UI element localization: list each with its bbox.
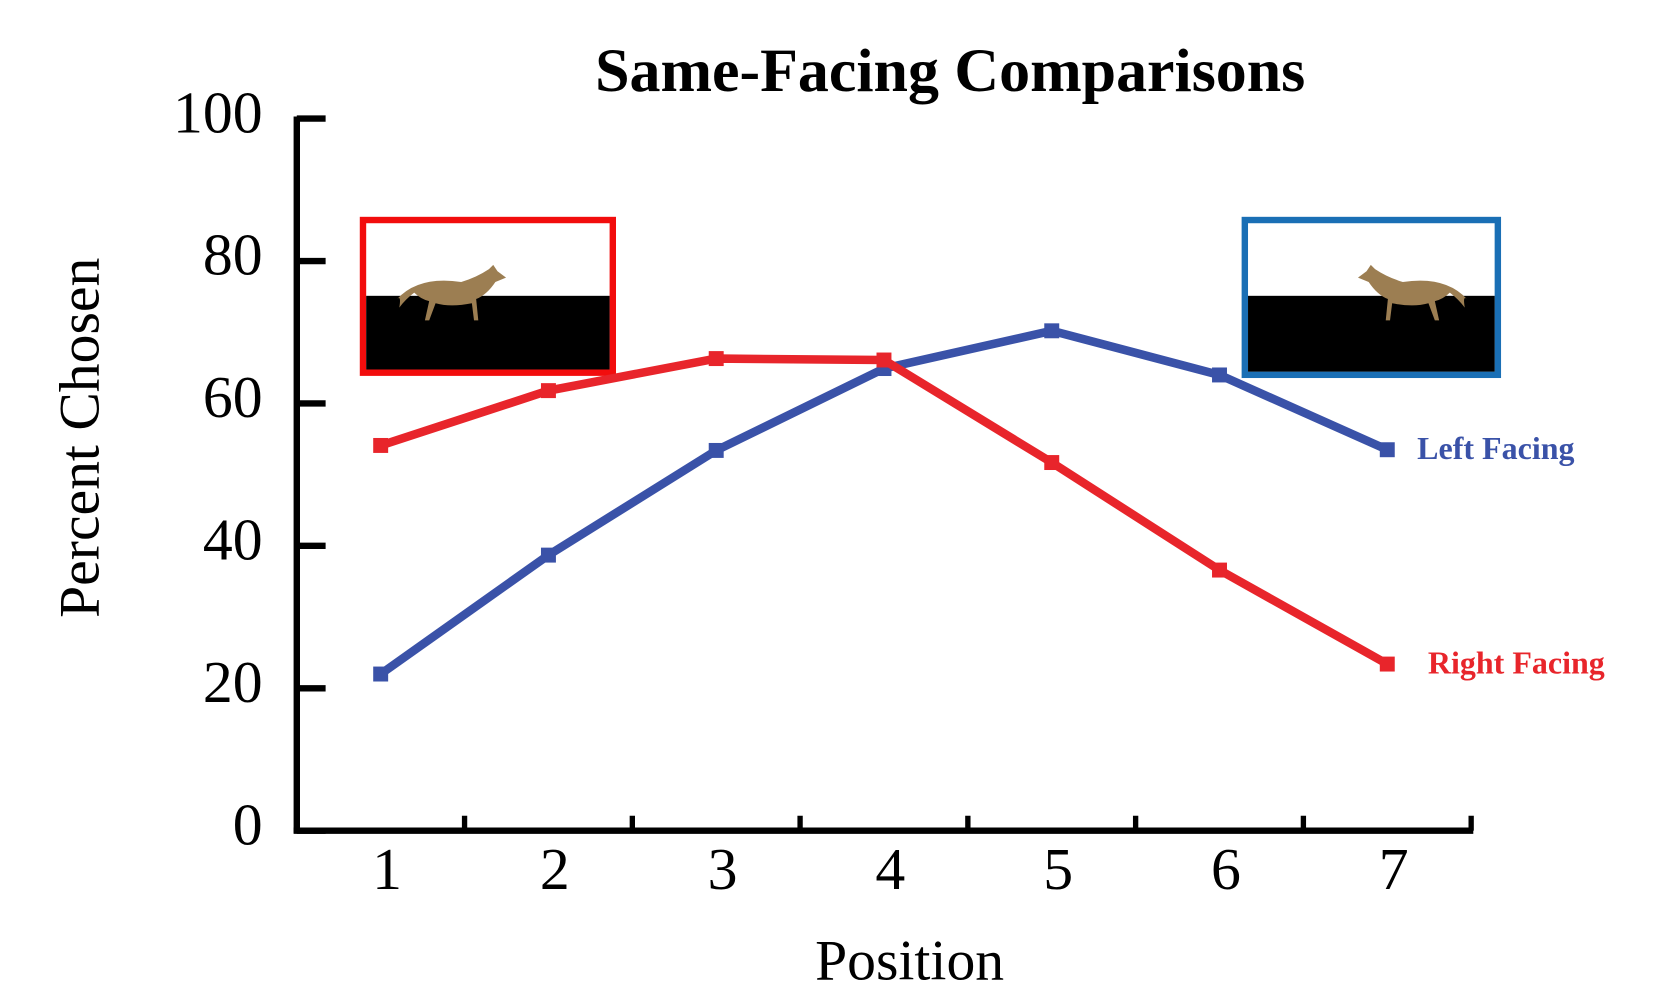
- point-marker: [1380, 442, 1395, 457]
- legend-label: Left Facing: [1417, 430, 1574, 466]
- x-tick-label: 6: [1211, 836, 1241, 902]
- point-marker: [1044, 455, 1059, 470]
- x-tick-label: 4: [875, 836, 905, 902]
- x-axis-title: Position: [815, 930, 1004, 992]
- x-tick-label: 1: [372, 836, 402, 902]
- point-marker: [1212, 563, 1227, 578]
- series-line: [381, 359, 1388, 664]
- point-marker: [541, 383, 556, 398]
- y-tick-label: 0: [233, 791, 263, 857]
- y-tick-label: 80: [203, 222, 263, 288]
- y-axis-title: Percent Chosen: [49, 258, 112, 618]
- image-left-facing: [1245, 220, 1498, 375]
- x-tick-label: 7: [1379, 836, 1409, 902]
- chart-title: Same-Facing Comparisons: [595, 37, 1305, 105]
- point-marker: [709, 351, 724, 366]
- y-tick-label: 100: [173, 79, 263, 145]
- point-marker: [373, 438, 388, 453]
- image-right-facing: [363, 220, 613, 373]
- y-tick-label: 40: [203, 507, 263, 573]
- point-marker: [709, 443, 724, 458]
- point-marker: [1212, 367, 1227, 382]
- point-marker: [877, 353, 892, 368]
- series-line: [381, 331, 1388, 674]
- x-tick-label: 3: [708, 836, 738, 902]
- x-tick-label: 5: [1043, 836, 1073, 902]
- y-tick-label: 20: [203, 649, 263, 715]
- point-marker: [541, 548, 556, 563]
- chart: Same-Facing Comparisons Percent Chosen P…: [0, 0, 1674, 992]
- point-marker: [1380, 657, 1395, 672]
- point-marker: [373, 667, 388, 682]
- point-marker: [1044, 323, 1059, 338]
- legend-label: Right Facing: [1428, 645, 1605, 681]
- y-tick-label: 60: [203, 364, 263, 430]
- x-tick-label: 2: [540, 836, 570, 902]
